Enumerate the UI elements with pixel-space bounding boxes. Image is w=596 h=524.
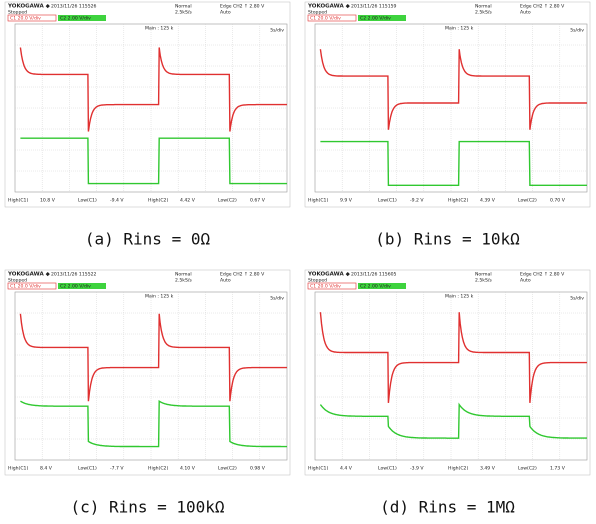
- measurement-label: High(C1): [308, 466, 328, 472]
- measurement-value: 4.42 V: [180, 198, 196, 204]
- ch2-setting: C2 2.00 V/div: [60, 284, 91, 290]
- measurement-label: Low(C1): [78, 466, 97, 472]
- rate: 2.5kS/s: [475, 278, 492, 284]
- time-div: 5s/div: [570, 296, 584, 302]
- time-div: 5s/div: [270, 28, 284, 34]
- time-div: 5s/div: [570, 28, 584, 34]
- date: 2013/11/26 115526: [51, 4, 97, 10]
- brand: YOKOGAWA ◆: [7, 4, 51, 10]
- scope-panel: YOKOGAWA ◆2013/11/26 115526 Stopped Normal…: [5, 2, 290, 249]
- trigger: Edge CH2 ↑ 2.80 V: [520, 4, 565, 10]
- measurement-label: High(C1): [8, 466, 28, 472]
- measurement-label: High(C2): [148, 466, 168, 472]
- status: Stopped: [308, 278, 327, 284]
- measurement-value: 0.70 V: [550, 198, 566, 204]
- measurement-label: High(C2): [148, 198, 168, 204]
- ch2-setting: C2 2.00 V/div: [360, 16, 391, 22]
- measurement-value: 4.39 V: [480, 198, 496, 204]
- timebase: Main : 125 k: [145, 294, 174, 300]
- measurement-value: 10.8 V: [40, 198, 56, 204]
- measurement-label: Low(C1): [378, 198, 397, 204]
- measurement-value: -3.9 V: [410, 466, 424, 472]
- time-div: 5s/div: [270, 296, 284, 302]
- ch1-setting: C1 20.0 V/div: [310, 16, 341, 22]
- measurement-value: 9.9 V: [340, 198, 353, 204]
- trigger-mode: Auto: [520, 278, 531, 284]
- ch1-setting: C1 20.0 V/div: [310, 284, 341, 290]
- measurement-value: 4.4 V: [340, 466, 353, 472]
- timebase: Main : 125 k: [445, 294, 474, 300]
- brand: YOKOGAWA ◆: [307, 272, 351, 278]
- mode: Normal: [175, 4, 192, 10]
- measurement-value: 3.49 V: [480, 466, 496, 472]
- brand: YOKOGAWA ◆: [307, 4, 351, 10]
- caption: (b) Rins = 10kΩ: [375, 230, 520, 249]
- mode: Normal: [175, 272, 192, 278]
- measurement-label: Low(C2): [218, 466, 237, 472]
- scope-panel: YOKOGAWA ◆2013/11/26 115159 Stopped Normal…: [305, 2, 590, 249]
- measurement-value: 0.98 V: [250, 466, 266, 472]
- measurement-label: High(C2): [448, 198, 468, 204]
- measurement-label: Low(C1): [378, 466, 397, 472]
- date: 2013/11/26 115605: [351, 272, 397, 278]
- measurement-label: High(C1): [8, 198, 28, 204]
- mode: Normal: [475, 4, 492, 10]
- ch1-setting: C1 20.0 V/div: [10, 284, 41, 290]
- measurement-value: 1.73 V: [550, 466, 566, 472]
- measurement-value: 8.4 V: [40, 466, 53, 472]
- trigger: Edge CH2 ↑ 2.80 V: [220, 272, 265, 278]
- trigger: Edge CH2 ↑ 2.80 V: [220, 4, 265, 10]
- figure: YOKOGAWA ◆2013/11/26 115526StoppedNormal…: [0, 0, 596, 524]
- date: 2013/11/26 115159: [351, 4, 397, 10]
- measurement-label: High(C2): [448, 466, 468, 472]
- timebase: Main : 125 k: [445, 26, 474, 32]
- trigger: Edge CH2 ↑ 2.80 V: [520, 272, 565, 278]
- measurement-label: High(C1): [308, 198, 328, 204]
- measurement-label: Low(C2): [518, 466, 537, 472]
- date: 2013/11/26 115522: [51, 272, 97, 278]
- ch2-setting: C2 2.00 V/div: [60, 16, 91, 22]
- caption: (a) Rins = 0Ω: [85, 230, 211, 249]
- measurement-label: Low(C2): [518, 198, 537, 204]
- measurement-label: Low(C2): [218, 198, 237, 204]
- caption: (c) Rins = 100kΩ: [70, 498, 224, 517]
- timebase: Main : 125 k: [145, 26, 174, 32]
- ch2-setting: C2 2.00 V/div: [360, 284, 391, 290]
- rate: 2.5kS/s: [175, 10, 192, 16]
- brand: YOKOGAWA ◆: [7, 272, 51, 278]
- measurement-value: -7.7 V: [110, 466, 124, 472]
- measurement-value: -9.4 V: [110, 198, 124, 204]
- rate: 2.5kS/s: [175, 278, 192, 284]
- mode: Normal: [475, 272, 492, 278]
- status: Stopped: [8, 10, 27, 16]
- trigger-mode: Auto: [520, 10, 531, 16]
- measurement-value: 4.10 V: [180, 466, 196, 472]
- measurement-value: 0.67 V: [250, 198, 266, 204]
- trigger-mode: Auto: [220, 10, 231, 16]
- status: Stopped: [8, 278, 27, 284]
- scope-panel: YOKOGAWA ◆2013/11/26 115522 Stopped Normal…: [5, 270, 290, 517]
- caption: (d) Rins = 1MΩ: [380, 498, 515, 517]
- trigger-mode: Auto: [220, 278, 231, 284]
- scope-panel: YOKOGAWA ◆2013/11/26 115605 Stopped Normal…: [305, 270, 590, 517]
- measurement-value: -9.2 V: [410, 198, 424, 204]
- ch1-setting: C1 20.0 V/div: [10, 16, 41, 22]
- measurement-label: Low(C1): [78, 198, 97, 204]
- status: Stopped: [308, 10, 327, 16]
- rate: 2.5kS/s: [475, 10, 492, 16]
